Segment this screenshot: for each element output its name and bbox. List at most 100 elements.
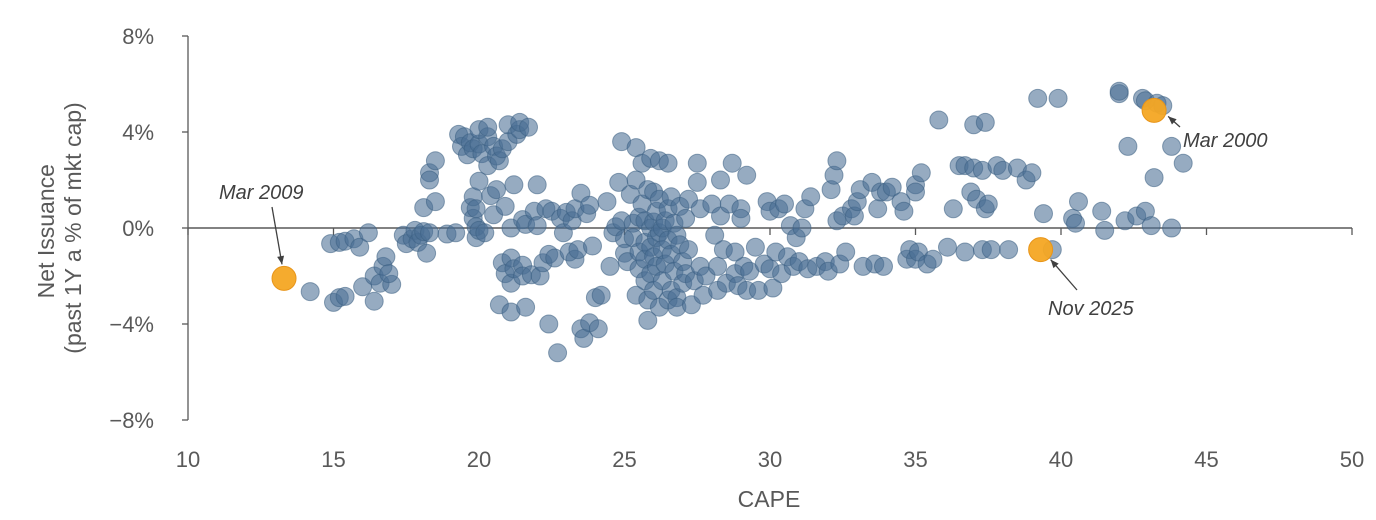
data-point [906, 182, 925, 202]
data-points [300, 81, 1193, 363]
data-point [1028, 88, 1048, 108]
data-point [516, 297, 536, 317]
x-tick-label: 15 [321, 447, 345, 472]
data-point [705, 225, 725, 245]
data-point [478, 117, 498, 137]
data-point [548, 343, 568, 363]
data-point [722, 153, 742, 173]
data-point [420, 170, 439, 190]
data-point [874, 256, 893, 276]
data-point [1118, 136, 1138, 156]
x-tick-label: 20 [467, 447, 491, 472]
data-point [801, 187, 821, 207]
data-point [999, 240, 1019, 260]
data-point [466, 199, 486, 219]
data-point [938, 237, 957, 257]
x-tick-label: 50 [1340, 447, 1364, 472]
highlight-point [1028, 237, 1054, 263]
data-point [687, 172, 707, 192]
data-point [469, 171, 489, 191]
data-point [1162, 218, 1182, 238]
data-point [894, 201, 914, 221]
data-point [364, 291, 384, 311]
data-point [519, 117, 538, 137]
y-axis-title-line-2: (past 1Y a % of mkt cap) [60, 102, 86, 353]
highlight-point [271, 265, 297, 291]
data-point [475, 223, 495, 243]
y-axis-title-line-1: Net Issuance [33, 164, 59, 298]
data-point [1162, 136, 1182, 156]
data-point [1034, 204, 1053, 224]
data-point [300, 282, 320, 302]
annotation-arrowhead [1050, 259, 1059, 269]
data-point [792, 218, 812, 238]
data-point [687, 153, 707, 173]
data-point [658, 153, 678, 173]
data-point [600, 256, 620, 276]
x-axis-title: CAPE [738, 486, 801, 512]
data-point [978, 194, 998, 214]
data-point [836, 242, 856, 262]
data-point [335, 286, 355, 306]
x-tick-label: 25 [612, 447, 636, 472]
data-point [775, 194, 794, 214]
data-point [527, 216, 547, 236]
annotation-arrowhead [277, 255, 285, 265]
data-point [597, 192, 617, 212]
data-point [1141, 216, 1161, 236]
y-axis-title: Net Issuance (past 1Y a % of mkt cap) [33, 102, 86, 353]
data-point [1069, 192, 1088, 212]
data-point [1048, 88, 1068, 108]
data-point [929, 110, 949, 130]
data-point [350, 237, 370, 257]
data-point [425, 192, 445, 212]
y-tick-label: −4% [109, 312, 154, 337]
y-tick-label: 8% [122, 24, 154, 49]
data-point [487, 180, 506, 200]
data-point [580, 195, 600, 215]
x-tick-label: 10 [176, 447, 200, 472]
y-tick-label: −8% [109, 408, 154, 433]
data-point [417, 243, 437, 263]
data-point [981, 240, 1001, 260]
data-point [679, 240, 698, 260]
data-point [539, 314, 559, 334]
data-point [975, 112, 995, 132]
y-axis-ticks: 8% 4% 0% −4% −8% [109, 24, 188, 433]
data-point [923, 249, 943, 269]
annotation-arrowhead [1168, 116, 1177, 125]
data-point [1144, 168, 1164, 188]
data-point [425, 151, 445, 171]
data-point [420, 223, 439, 243]
y-tick-label: 4% [122, 120, 154, 145]
data-point [763, 278, 783, 298]
data-point [504, 175, 524, 195]
data-point [591, 285, 611, 305]
annotation-arrow [271, 206, 283, 265]
data-point [731, 208, 751, 228]
x-tick-label: 30 [758, 447, 782, 472]
highlight-points [271, 97, 1167, 291]
data-point [708, 256, 728, 276]
annotation-label: Mar 2009 [219, 182, 304, 204]
data-point [1022, 163, 1042, 183]
data-point [1095, 220, 1115, 240]
annotation-label: Mar 2000 [1183, 130, 1268, 152]
data-point [1092, 201, 1112, 221]
annotation-label: Nov 2025 [1048, 298, 1134, 320]
data-point [737, 165, 757, 185]
data-point [446, 223, 466, 243]
data-point [638, 310, 658, 330]
data-point [527, 175, 547, 195]
data-point [583, 236, 602, 256]
x-tick-label: 35 [903, 447, 927, 472]
data-point [711, 170, 730, 190]
annotations: Mar 2009 Mar 2000 Nov 2025 [219, 115, 1268, 320]
x-tick-label: 45 [1194, 447, 1218, 472]
data-point [827, 151, 847, 171]
data-point [588, 319, 608, 339]
data-point [358, 223, 378, 243]
data-point [376, 247, 396, 267]
data-point [1109, 81, 1129, 101]
